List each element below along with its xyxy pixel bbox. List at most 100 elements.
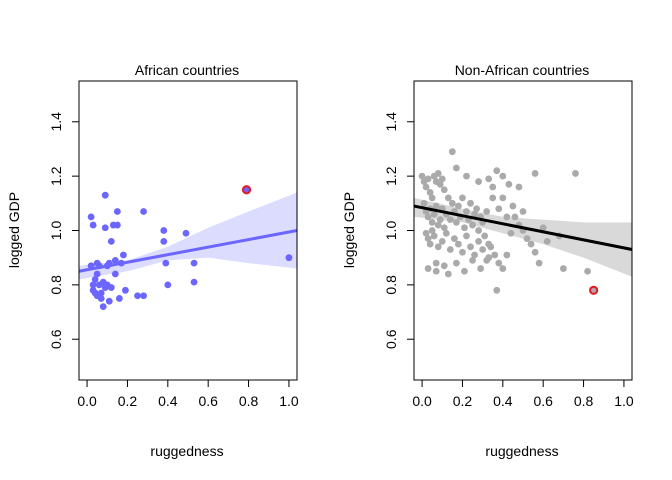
plot-area: 0.0 0.2 0.4 0.6 0.8 1.0 0.6 0.8 1.0 1.2 1.4 bbox=[48, 80, 299, 409]
data-point bbox=[479, 246, 487, 253]
x-tick-label: 0.2 bbox=[453, 393, 473, 409]
data-point bbox=[160, 237, 168, 245]
data-point bbox=[450, 235, 458, 243]
data-point bbox=[430, 210, 438, 218]
data-point bbox=[471, 251, 478, 259]
data-point bbox=[438, 175, 446, 183]
y-tick-label: 0.8 bbox=[383, 275, 399, 295]
data-point bbox=[440, 224, 448, 232]
data-point bbox=[483, 208, 491, 215]
data-point bbox=[434, 170, 442, 177]
data-point bbox=[495, 205, 503, 213]
data-point bbox=[107, 237, 115, 245]
data-point bbox=[452, 218, 460, 226]
data-point bbox=[507, 229, 515, 237]
y-tick-label: 1.4 bbox=[48, 112, 64, 132]
data-point bbox=[434, 221, 442, 229]
y-tick-label: 0.8 bbox=[48, 275, 64, 295]
data-point bbox=[140, 292, 147, 300]
data-point bbox=[473, 205, 480, 213]
data-point bbox=[485, 254, 493, 262]
data-point bbox=[535, 259, 543, 267]
x-tick-label: 0.4 bbox=[493, 393, 513, 409]
data-point bbox=[461, 267, 468, 275]
data-point bbox=[190, 278, 198, 286]
data-point bbox=[120, 251, 127, 259]
data-point bbox=[91, 276, 99, 283]
data-point bbox=[444, 194, 452, 202]
data-point bbox=[122, 286, 129, 294]
data-point bbox=[448, 199, 456, 207]
data-point bbox=[499, 265, 507, 272]
highlighted-point bbox=[241, 185, 252, 195]
x-tick-label: 1.0 bbox=[279, 393, 299, 409]
data-point bbox=[511, 213, 519, 221]
data-point bbox=[515, 183, 523, 191]
regression-line bbox=[413, 204, 633, 251]
data-point bbox=[487, 243, 495, 251]
y-tick-label: 1.0 bbox=[48, 221, 64, 241]
data-point bbox=[107, 284, 115, 291]
panel-title: Non-African countries bbox=[455, 62, 590, 78]
data-point bbox=[113, 208, 121, 215]
data-point bbox=[182, 229, 190, 237]
regression-line bbox=[78, 229, 298, 273]
data-point bbox=[463, 232, 470, 240]
data-point bbox=[190, 259, 198, 267]
data-point bbox=[434, 243, 442, 251]
data-point bbox=[432, 202, 440, 210]
data-point bbox=[420, 199, 428, 207]
data-point bbox=[436, 180, 444, 188]
confidence-band bbox=[79, 192, 297, 280]
x-tick-label: 0.8 bbox=[239, 393, 259, 409]
x-axis-label: ruggedness bbox=[485, 443, 558, 459]
data-point bbox=[89, 281, 97, 289]
data-point bbox=[475, 227, 482, 234]
data-point bbox=[111, 257, 119, 264]
data-point bbox=[481, 232, 489, 240]
data-point bbox=[477, 265, 485, 272]
x-tick-label: 1.0 bbox=[614, 393, 634, 409]
data-point bbox=[422, 183, 430, 191]
panel-african: African countries ruggedness logged GDP … bbox=[6, 62, 299, 459]
data-point bbox=[467, 243, 474, 251]
panel-non-african: Non-African countries ruggedness logged … bbox=[341, 62, 634, 459]
y-tick-label: 1.0 bbox=[383, 221, 399, 241]
plot-area: 0.0 0.2 0.4 0.6 0.8 1.0 0.6 0.8 1.0 1.2 1.4 bbox=[383, 80, 634, 409]
data-point bbox=[559, 265, 567, 272]
data-point bbox=[495, 259, 503, 267]
data-point bbox=[440, 186, 448, 194]
data-point bbox=[432, 267, 440, 275]
x-tick-label: 0.8 bbox=[574, 393, 594, 409]
data-point bbox=[467, 199, 474, 207]
x-tick-label: 0.6 bbox=[533, 393, 553, 409]
data-point bbox=[455, 202, 462, 210]
data-point bbox=[162, 259, 170, 267]
data-point bbox=[89, 221, 97, 229]
data-point bbox=[493, 167, 501, 175]
x-tick-label: 0.0 bbox=[412, 393, 432, 409]
y-tick-label: 1.4 bbox=[383, 112, 399, 132]
data-point bbox=[499, 172, 507, 180]
data-point bbox=[475, 178, 482, 185]
data-point bbox=[93, 292, 101, 300]
data-point bbox=[499, 194, 507, 202]
x-axis-label: ruggedness bbox=[150, 443, 223, 459]
data-point bbox=[285, 254, 293, 262]
data-point bbox=[461, 224, 468, 232]
y-tick-label: 0.6 bbox=[383, 329, 399, 349]
data-point bbox=[436, 216, 444, 224]
data-point bbox=[446, 246, 454, 253]
data-point bbox=[426, 189, 434, 196]
data-point bbox=[489, 183, 497, 191]
data-point bbox=[469, 221, 476, 229]
data-point bbox=[469, 257, 476, 264]
data-point bbox=[523, 235, 531, 243]
data-point bbox=[418, 172, 426, 180]
data-point bbox=[424, 265, 432, 272]
data-point bbox=[584, 267, 591, 275]
x-tick-label: 0.6 bbox=[198, 393, 218, 409]
highlighted-point bbox=[589, 285, 599, 295]
data-point bbox=[455, 240, 462, 248]
